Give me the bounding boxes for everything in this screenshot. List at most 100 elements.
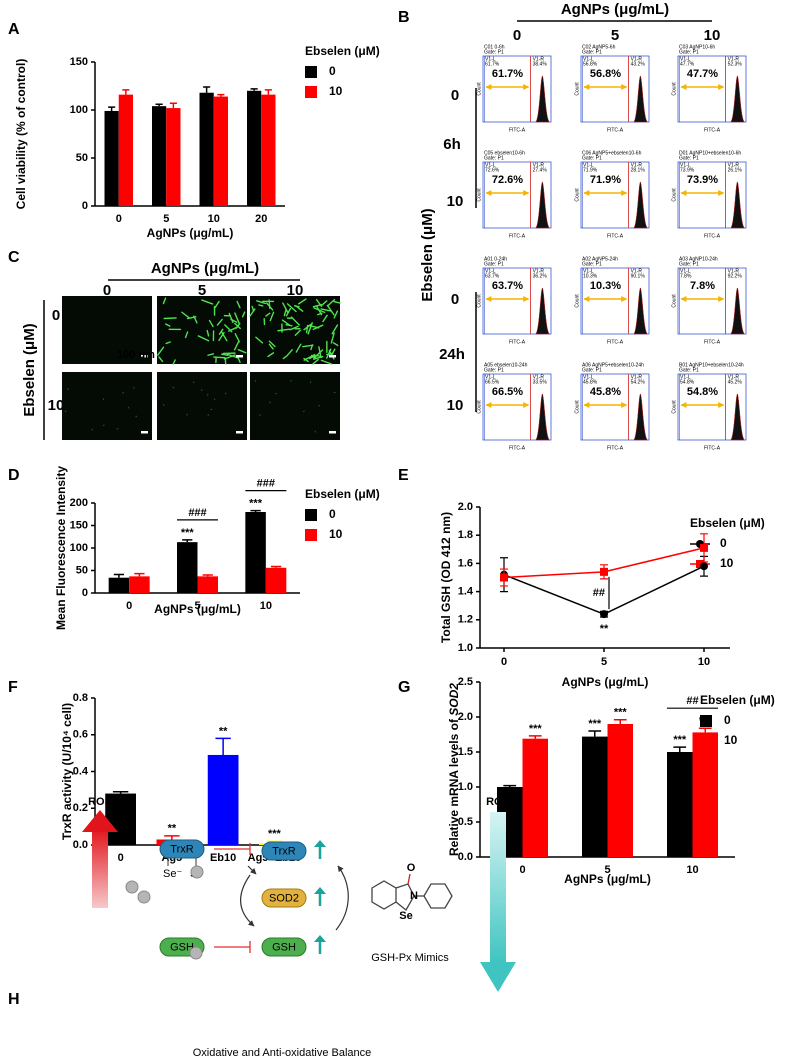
- gate-left-name: V1-L: [583, 268, 594, 274]
- gate-name: Gate: P1: [582, 49, 602, 55]
- bar: [152, 106, 167, 206]
- sample-name: A02 AgNP5-24h: [582, 256, 618, 262]
- cell-signal: [302, 344, 314, 348]
- y-tick-label: 150: [70, 519, 88, 531]
- cell-signal: [201, 299, 214, 305]
- legend-label: 0: [329, 507, 336, 521]
- cell-signal: [326, 352, 334, 356]
- gate-right-name: V1-R: [533, 268, 545, 274]
- count-label: Count: [476, 82, 482, 96]
- nanoparticle: [190, 865, 204, 879]
- significance-label: **: [219, 725, 228, 737]
- panel-label: C: [8, 249, 20, 266]
- cell-signal: [241, 311, 246, 318]
- cell-signal: [172, 359, 176, 365]
- b-y-title: Ebselen (μM): [419, 208, 436, 301]
- bar: [247, 90, 262, 206]
- gate-right-name: V1-R: [631, 268, 643, 274]
- cell-signal: [331, 324, 339, 335]
- y-axis-label: Total GSH (OD 412 nm): [439, 512, 453, 643]
- scale-bar: [236, 431, 243, 434]
- scale-bar-label: 100 μm: [117, 349, 155, 361]
- cell-signal: [330, 332, 335, 344]
- legend-title: Ebselen (μM): [305, 44, 380, 58]
- cell-signal: [158, 356, 164, 363]
- cell-signal: [207, 353, 215, 356]
- bar: [667, 752, 693, 857]
- cell-signal: [326, 304, 335, 316]
- histogram-peak: [633, 287, 648, 335]
- cell-signal: [312, 324, 324, 331]
- cell-signal: [310, 344, 314, 351]
- x-axis-label: AgNPs (μg/mL): [154, 602, 241, 616]
- b-row-group: 24h: [439, 346, 465, 363]
- y-tick-label: 1.4: [458, 586, 474, 598]
- count-label: Count: [671, 188, 677, 202]
- legend-swatch: [700, 715, 712, 727]
- gate-name: Gate: P1: [582, 155, 602, 161]
- cell-signal: [289, 325, 299, 331]
- sample-name: C06 AgNP5+ebselen10-6h: [582, 150, 642, 156]
- x-tick-label: 5: [163, 213, 169, 225]
- gate-right-name: V1-R: [631, 374, 643, 380]
- sample-name: A01 0-24h: [484, 256, 507, 262]
- bar: [582, 736, 608, 857]
- gate-name: Gate: P1: [679, 155, 699, 161]
- point: [700, 562, 708, 571]
- fitc-label: FITC-A: [607, 445, 624, 451]
- y-tick-label: 200: [70, 497, 88, 509]
- ros-up-label: ROS: [88, 796, 112, 808]
- legend-label: 10: [720, 556, 734, 570]
- cell-signal: [122, 391, 124, 394]
- gate-right-value: 27.4%: [533, 167, 548, 173]
- cycle-left: [240, 874, 255, 927]
- x-tick-label: 10: [260, 600, 272, 612]
- h-caption: Oxidative and Anti-oxidative Balance: [193, 1047, 372, 1059]
- cell-signal: [268, 401, 271, 404]
- histogram-peak: [730, 181, 745, 229]
- error-bar: [155, 103, 163, 107]
- bar: [166, 108, 181, 206]
- cell-signal: [283, 309, 287, 317]
- histogram-peak: [535, 181, 550, 229]
- comparison-label: ##: [593, 587, 605, 599]
- panel-label: E: [398, 467, 409, 484]
- cell-signal: [157, 346, 165, 356]
- gate-left-value: 7.8%: [680, 273, 692, 279]
- bar: [177, 542, 198, 593]
- cell-signal: [224, 392, 227, 395]
- legend-title: Ebselen (μM): [700, 693, 775, 707]
- x-tick-label: 0: [118, 852, 124, 864]
- cell-signal: [200, 389, 203, 391]
- x-tick-label: 5: [601, 656, 607, 668]
- gate-right-name: V1-R: [533, 56, 545, 62]
- y-tick-label: 1.0: [458, 781, 473, 793]
- cell-signal: [206, 329, 210, 337]
- error-bar: [503, 784, 517, 787]
- significance-label: ***: [614, 707, 628, 719]
- gate-left-value: 45.8%: [583, 379, 598, 385]
- cell-signal: [234, 333, 241, 343]
- cell-signal: [102, 424, 105, 426]
- b-row-group: 6h: [443, 136, 461, 153]
- y-axis-label: TrxR activity (U/10⁴ cell): [60, 703, 74, 840]
- gate-right-name: V1-R: [728, 374, 740, 380]
- cell-signal: [197, 335, 210, 342]
- bar: [213, 96, 228, 206]
- y-axis-label: Relative mRNA levels of SOD2: [447, 683, 461, 856]
- cell-signal: [320, 359, 333, 365]
- error-bar: [164, 835, 180, 840]
- gate-right-value: 36.2%: [533, 273, 548, 279]
- cell-signal: [313, 307, 326, 314]
- gate-right-name: V1-R: [533, 162, 545, 168]
- se-label: Se⁻: [163, 868, 182, 880]
- comparison-label: ###: [257, 478, 275, 490]
- y-tick-label: 0.4: [73, 765, 89, 777]
- gate-percentage: 66.5%: [492, 386, 523, 398]
- cell-signal: [303, 410, 305, 413]
- cell-signal: [258, 304, 264, 307]
- gate-left-name: V1-L: [583, 162, 594, 168]
- histogram-peak: [633, 393, 648, 441]
- scale-bar: [141, 355, 148, 358]
- panel-label: B: [398, 9, 410, 26]
